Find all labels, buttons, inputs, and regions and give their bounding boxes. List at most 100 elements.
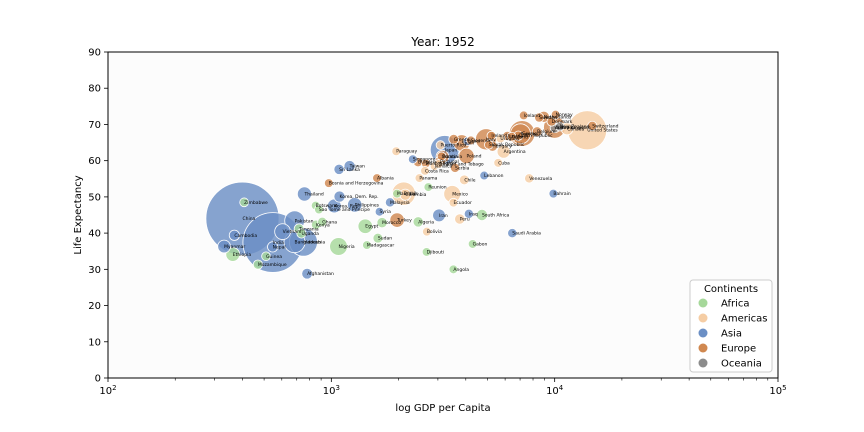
bubble-finland (506, 131, 517, 142)
bubble-label-colombia: Colombia (405, 192, 426, 198)
plot-frame (107, 51, 779, 379)
bubble-panama (414, 173, 425, 183)
bubble-bosnia-and-herzegovina (323, 178, 334, 188)
bubble-label-sweden: Sweden (539, 115, 557, 121)
legend-marker-africa (698, 298, 708, 308)
bubble-label-cambodia: Cambodia (234, 233, 257, 239)
bubble-puerto-rico (435, 140, 446, 150)
bubble-label-argentina: Argentina (504, 149, 526, 155)
bubble-sweden (534, 112, 545, 123)
bubble-label-croatia: Croatia (442, 154, 458, 160)
bubble-label-uganda: Uganda (301, 231, 319, 237)
bubble-greece (448, 133, 459, 145)
bubble-layer (205, 109, 608, 280)
bubble-label-czech-republic: Czech Republic (518, 133, 553, 139)
bubble-label-madagascar: Madagascar (367, 243, 394, 249)
bubble-label-singapore: Singapore (413, 157, 436, 163)
bubble-label-south-africa: South Africa (482, 213, 510, 219)
legend-label-americas: Americas (721, 314, 767, 325)
bubble-slovenia (466, 135, 476, 146)
bubble-uruguay (495, 133, 506, 144)
bubble-label-mexico: Mexico (452, 191, 468, 197)
bubble-label-gabon: Gabon (473, 241, 488, 247)
bubble-label-vietnam: Vietnam (283, 229, 302, 235)
bubble-costa-rica (420, 166, 430, 176)
bubble-label-indonesia: Indonesia (303, 240, 325, 246)
y-tick-label: 90 (88, 48, 101, 59)
x-tick-label: 104 (546, 384, 564, 397)
bubble-label-spain: Spain (462, 140, 475, 146)
bubble-peru (454, 213, 466, 225)
bubble-label-peru: Peru (460, 216, 470, 222)
y-tick-label: 40 (88, 229, 101, 240)
bubble-label-panama: Panama (419, 176, 437, 182)
bubble-angola (448, 264, 459, 275)
bubble-cambodia (228, 229, 240, 241)
bubble-gabon (467, 239, 478, 249)
y-tick-label: 80 (88, 84, 101, 95)
bubble-label-mozambique: Mozambique (258, 262, 287, 268)
bubble-djibouti (421, 247, 432, 257)
bubble-label-kenya: Kenya (316, 222, 330, 228)
bubble-label-poland: Poland (466, 153, 481, 159)
bubble-label-costa-rica: Costa Rica (425, 168, 449, 174)
bubble-slovak-republic (484, 139, 494, 150)
bubble-argentina (496, 144, 511, 159)
bubble-label-ecuador: Ecuador (453, 200, 472, 206)
bubble-label-portugal: Portugal (440, 159, 459, 165)
bubble-label-ethiopia: Ethiopia (233, 252, 252, 258)
bubble-south-africa (475, 209, 488, 221)
bubble-label-italy: Italy (486, 137, 496, 143)
bubble-cuba (493, 158, 503, 168)
bubble-label-sri-lanka: Sri Lanka (339, 167, 360, 173)
y-tick-label: 60 (88, 156, 101, 167)
bubble-label-denmark: Denmark (552, 119, 573, 125)
bubble-bahrain (548, 188, 559, 199)
bubble-label-saudi-arabia: Saudi Arabia (512, 231, 541, 237)
bubble-label-ireland: Ireland (491, 133, 507, 139)
bubble-iran (432, 208, 446, 223)
bubble-label-korea-rep: Korea, Rep. (334, 203, 360, 209)
chart-title: Year: 1952 (410, 35, 475, 49)
bubble-myanmar (217, 239, 231, 254)
x-tick-label: 105 (769, 384, 786, 397)
bubble-label-thailand: Thailand (303, 191, 323, 197)
bubble-sri-lanka (333, 163, 345, 175)
bubble-label-uruguay: Uruguay (500, 136, 519, 142)
bubble-label-morocco: Morocco (382, 220, 401, 226)
bubble-label-cuba: Cuba (498, 160, 510, 166)
bubble-belgium (531, 126, 543, 137)
legend-label-asia: Asia (721, 329, 742, 340)
bubble-ecuador (448, 197, 459, 208)
bubble-iraq (463, 208, 474, 219)
bubble-label-serbia: Serbia (455, 165, 470, 171)
bubble-label-nepal: Nepal (273, 244, 286, 250)
bubble-label-switzerland: Switzerland (592, 123, 618, 129)
bubble-uganda (296, 228, 307, 239)
bubble-sao-tome-and-principe (314, 204, 324, 215)
y-tick-label: 30 (88, 265, 101, 276)
bubble-label-pakistan: Pakistan (295, 218, 314, 224)
bubble-label-netherlands: Netherlands (544, 114, 572, 120)
bubble-algeria (412, 216, 424, 228)
bubble-switzerland (587, 120, 598, 131)
bubble-iceland (518, 110, 529, 121)
bubble-norway (550, 109, 561, 120)
x-axis-label: log GDP per Capita (395, 403, 490, 414)
bubble-turkey (389, 212, 405, 228)
bubble-label-united-kingdom: United Kingdom (554, 125, 590, 131)
bubble-label-syria: Syria (380, 209, 392, 215)
bubble-label-botswana: Botswana (316, 203, 338, 209)
bubble-label-egypt: Egypt (365, 224, 378, 230)
bubble-trinidad-and-tobago (433, 159, 444, 169)
bubble-label-jamaica: Jamaica (434, 164, 453, 170)
bubble-label-new-zealand: New Zealand (560, 124, 590, 130)
bubble-label-sao-tome-and-principe: Sao Tome and Principe (319, 207, 370, 213)
legend-marker-oceania (698, 358, 708, 368)
bubble-label-angola: Angola (453, 267, 469, 273)
bubble-nepal (267, 241, 279, 253)
bubble-syria (374, 206, 385, 217)
bubble-label-belgium: Belgium (537, 129, 555, 135)
bubble-label-korea-dem-rep: Korea, Dem. Rep. (340, 194, 379, 200)
